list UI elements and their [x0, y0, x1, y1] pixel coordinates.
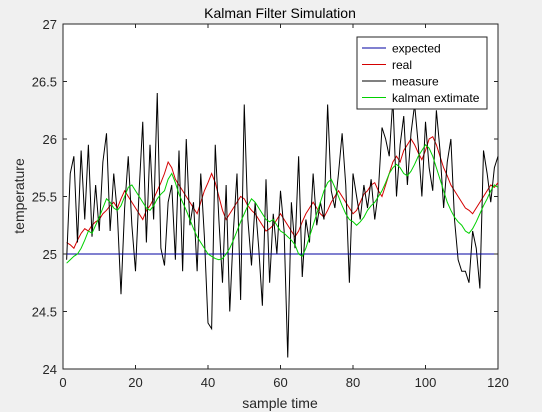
x-tick-label: 100	[415, 375, 437, 390]
y-tick-label: 26	[43, 132, 57, 147]
legend: expected real measure kalman extimate	[356, 36, 488, 110]
y-tick-label: 26.5	[32, 75, 57, 90]
legend-label-measure: measure	[392, 75, 439, 89]
x-axis-label: sample time	[242, 395, 318, 411]
x-tick-label: 20	[128, 375, 142, 390]
legend-label-expected: expected	[392, 42, 441, 56]
y-tick-label: 24.5	[32, 305, 57, 320]
y-tick-label: 25.5	[32, 190, 57, 205]
legend-label-kalman-extimate: kalman extimate	[392, 91, 480, 105]
x-tick-label: 80	[346, 375, 360, 390]
series-line-kalman-extimate	[66, 143, 499, 264]
chart-title: Kalman Filter Simulation	[204, 5, 356, 21]
series-lines	[63, 92, 499, 358]
x-tick-label: 60	[273, 375, 287, 390]
x-tick-label: 120	[487, 375, 509, 390]
y-tick-label: 25	[43, 247, 57, 262]
y-axis-label: temperature	[11, 158, 27, 234]
series-line-measure	[66, 92, 499, 358]
axis-ticks: 0 20 40 60 80 100 120 24 24.5 25 25.5 26 26.5 27	[32, 17, 509, 390]
x-tick-label: 0	[59, 375, 66, 390]
x-tick-label: 40	[201, 375, 215, 390]
y-tick-label: 24	[43, 362, 57, 377]
y-tick-label: 27	[43, 17, 57, 32]
legend-label-real: real	[392, 58, 412, 72]
